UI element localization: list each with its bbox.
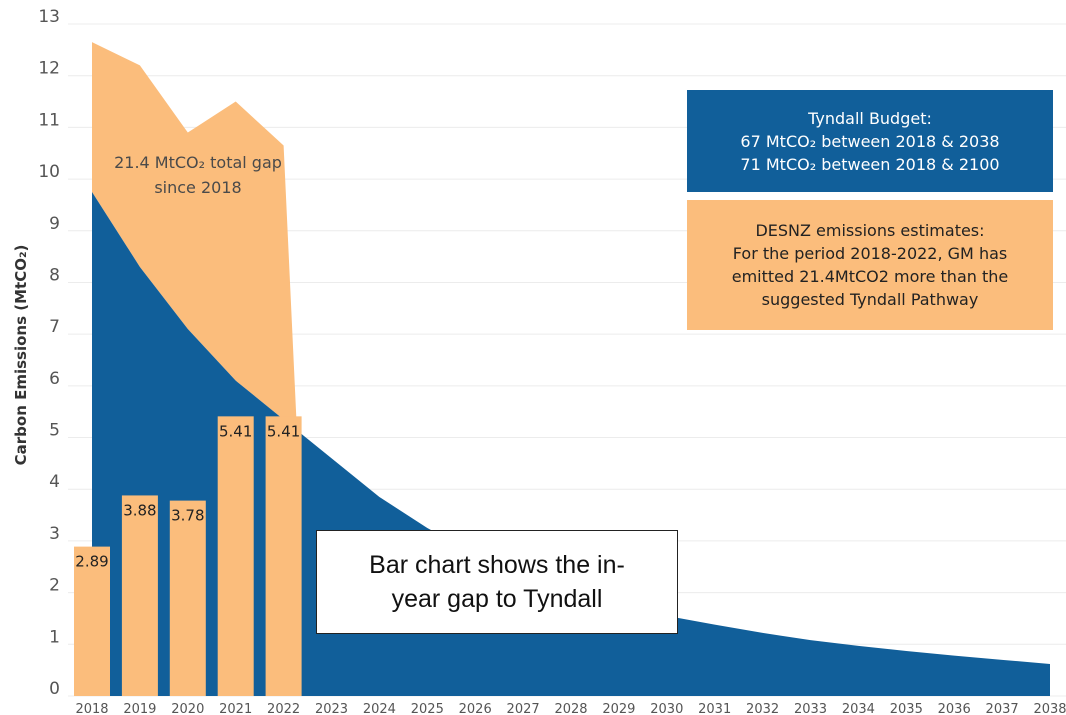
gap-bar-2019 bbox=[121, 495, 158, 696]
x-tick-2020: 2020 bbox=[171, 702, 204, 715]
total-gap-label-line-1: 21.4 MtCO₂ total gap bbox=[114, 153, 282, 172]
y-tick-8: 8 bbox=[49, 265, 60, 285]
y-tick-13: 13 bbox=[38, 7, 60, 27]
x-tick-2021: 2021 bbox=[219, 702, 252, 715]
x-tick-2024: 2024 bbox=[363, 702, 396, 715]
y-tick-3: 3 bbox=[49, 524, 60, 544]
x-tick-2032: 2032 bbox=[746, 702, 779, 715]
desnz-estimates-box: DESNZ emissions estimates: For the perio… bbox=[687, 200, 1053, 330]
y-tick-4: 4 bbox=[49, 472, 60, 492]
note-line-1: Bar chart shows the in- bbox=[369, 551, 625, 579]
gap-bar-label-2022: 5.41 bbox=[267, 422, 300, 440]
y-tick-7: 7 bbox=[49, 317, 60, 337]
x-tick-2038: 2038 bbox=[1033, 702, 1066, 715]
budget-title: Tyndall Budget: bbox=[808, 108, 932, 128]
estimates-area bbox=[92, 42, 298, 454]
budget-line-2100: 71 MtCO₂ between 2018 & 2100 bbox=[740, 154, 1000, 174]
x-tick-2022: 2022 bbox=[267, 702, 300, 715]
x-tick-2037: 2037 bbox=[986, 702, 1019, 715]
x-tick-2029: 2029 bbox=[602, 702, 635, 715]
x-tick-2031: 2031 bbox=[698, 702, 731, 715]
x-tick-2025: 2025 bbox=[411, 702, 444, 715]
y-tick-11: 11 bbox=[38, 110, 60, 130]
gap-bar-label-2021: 5.41 bbox=[219, 422, 252, 440]
bar-chart-note: Bar chart shows the in- year gap to Tynd… bbox=[316, 530, 678, 634]
y-tick-5: 5 bbox=[49, 421, 60, 441]
x-tick-2033: 2033 bbox=[794, 702, 827, 715]
y-tick-1: 1 bbox=[49, 627, 60, 647]
x-tick-2036: 2036 bbox=[938, 702, 971, 715]
y-tick-0: 0 bbox=[49, 679, 60, 699]
desnz-title: DESNZ emissions estimates: bbox=[755, 221, 985, 240]
x-tick-2018: 2018 bbox=[75, 702, 108, 715]
desnz-line-1: For the period 2018-2022, GM has bbox=[732, 244, 1008, 263]
total-gap-label-line-2: since 2018 bbox=[154, 178, 241, 197]
y-tick-2: 2 bbox=[49, 576, 60, 596]
tyndall-budget-box: Tyndall Budget: 67 MtCO₂ between 2018 & … bbox=[687, 90, 1053, 192]
x-axis-ticks: 2018 2019 2020 2021 2022 2023 2024 2025 2026 2027… bbox=[75, 702, 1066, 715]
budget-line-2038: 67 MtCO₂ between 2018 & 2038 bbox=[740, 131, 1000, 151]
y-tick-6: 6 bbox=[49, 369, 60, 389]
gap-bar-2022 bbox=[265, 416, 302, 696]
y-tick-10: 10 bbox=[38, 162, 60, 182]
x-tick-2035: 2035 bbox=[890, 702, 923, 715]
x-tick-2028: 2028 bbox=[554, 702, 587, 715]
desnz-line-3: suggested Tyndall Pathway bbox=[761, 290, 979, 309]
gap-bar-2021 bbox=[217, 416, 254, 696]
x-tick-2034: 2034 bbox=[842, 702, 875, 715]
gap-bar-label-2018: 2.89 bbox=[75, 553, 108, 571]
gap-bar-label-2020: 3.78 bbox=[171, 507, 204, 525]
gap-bar-label-2019: 3.88 bbox=[123, 501, 156, 519]
x-tick-2019: 2019 bbox=[123, 702, 156, 715]
gap-bar-2020 bbox=[169, 500, 206, 696]
y-axis-label: Carbon Emissions (MtCO₂) bbox=[12, 245, 30, 466]
gap-bar-2018 bbox=[74, 546, 110, 696]
y-tick-12: 12 bbox=[38, 59, 60, 79]
gap-bars: 2.89 3.88 3.78 5.41 5.41 bbox=[74, 416, 302, 696]
x-tick-2030: 2030 bbox=[650, 702, 683, 715]
desnz-line-2: emitted 21.4MtCO2 more than the bbox=[731, 267, 1009, 286]
x-tick-2023: 2023 bbox=[315, 702, 348, 715]
x-tick-2026: 2026 bbox=[459, 702, 492, 715]
x-tick-2027: 2027 bbox=[507, 702, 540, 715]
note-line-2: year gap to Tyndall bbox=[391, 585, 603, 613]
y-tick-9: 9 bbox=[49, 214, 60, 234]
